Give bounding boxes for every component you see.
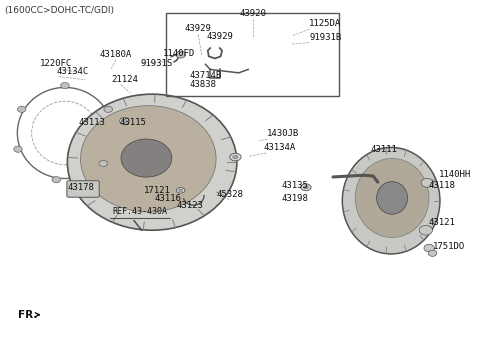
- Text: (1600CC>DOHC-TC/GDI): (1600CC>DOHC-TC/GDI): [4, 6, 115, 14]
- Ellipse shape: [303, 186, 308, 189]
- Text: 45328: 45328: [216, 190, 243, 199]
- Ellipse shape: [233, 155, 238, 159]
- Text: 43115: 43115: [120, 118, 146, 127]
- Circle shape: [428, 250, 437, 256]
- Text: 43113: 43113: [79, 118, 106, 127]
- Text: 1140HH: 1140HH: [439, 170, 471, 179]
- Text: 43111: 43111: [371, 145, 397, 154]
- Circle shape: [419, 225, 432, 235]
- Ellipse shape: [60, 82, 69, 89]
- Text: 43838: 43838: [190, 80, 216, 89]
- Text: 1751DO: 1751DO: [433, 242, 465, 251]
- Text: 43135: 43135: [281, 181, 308, 190]
- Text: 21124: 21124: [111, 75, 138, 84]
- Ellipse shape: [342, 147, 440, 254]
- Ellipse shape: [120, 118, 129, 125]
- Text: 43180A: 43180A: [100, 50, 132, 59]
- Text: FR.: FR.: [18, 310, 37, 320]
- Text: 43920: 43920: [240, 9, 266, 18]
- Circle shape: [176, 51, 185, 58]
- Ellipse shape: [230, 153, 241, 161]
- Ellipse shape: [179, 189, 182, 191]
- Ellipse shape: [67, 94, 237, 230]
- Text: 1430JB: 1430JB: [266, 129, 299, 138]
- Text: 91931S: 91931S: [140, 59, 172, 68]
- Text: REF.43-430A: REF.43-430A: [113, 207, 168, 216]
- Text: 91931B: 91931B: [309, 33, 341, 42]
- Circle shape: [421, 178, 433, 187]
- Text: 1125DA: 1125DA: [309, 19, 341, 28]
- Ellipse shape: [355, 158, 429, 237]
- Ellipse shape: [104, 106, 112, 112]
- Ellipse shape: [176, 188, 185, 193]
- Ellipse shape: [122, 119, 127, 122]
- Text: 43123: 43123: [177, 201, 204, 210]
- Text: 43929: 43929: [185, 24, 212, 33]
- Text: 43118: 43118: [428, 181, 455, 190]
- Text: 43134A: 43134A: [264, 143, 296, 152]
- Ellipse shape: [377, 181, 408, 214]
- Ellipse shape: [121, 139, 172, 177]
- Text: 43121: 43121: [428, 218, 455, 227]
- Text: 43714B: 43714B: [190, 71, 222, 80]
- Text: 43929: 43929: [206, 32, 233, 41]
- Ellipse shape: [14, 146, 22, 152]
- Text: 1140FD: 1140FD: [163, 49, 195, 58]
- Ellipse shape: [300, 184, 311, 191]
- Ellipse shape: [52, 177, 60, 183]
- Text: 1220FC: 1220FC: [40, 59, 72, 68]
- Circle shape: [424, 244, 434, 252]
- Bar: [167, 13, 339, 96]
- Text: 17121: 17121: [144, 186, 170, 195]
- Ellipse shape: [81, 106, 216, 212]
- Text: 43178: 43178: [67, 184, 94, 193]
- Text: 43116: 43116: [155, 195, 182, 204]
- Ellipse shape: [99, 160, 108, 167]
- Ellipse shape: [17, 106, 26, 112]
- Text: 43198: 43198: [281, 194, 308, 203]
- FancyBboxPatch shape: [67, 181, 99, 197]
- Text: 43134C: 43134C: [57, 67, 89, 76]
